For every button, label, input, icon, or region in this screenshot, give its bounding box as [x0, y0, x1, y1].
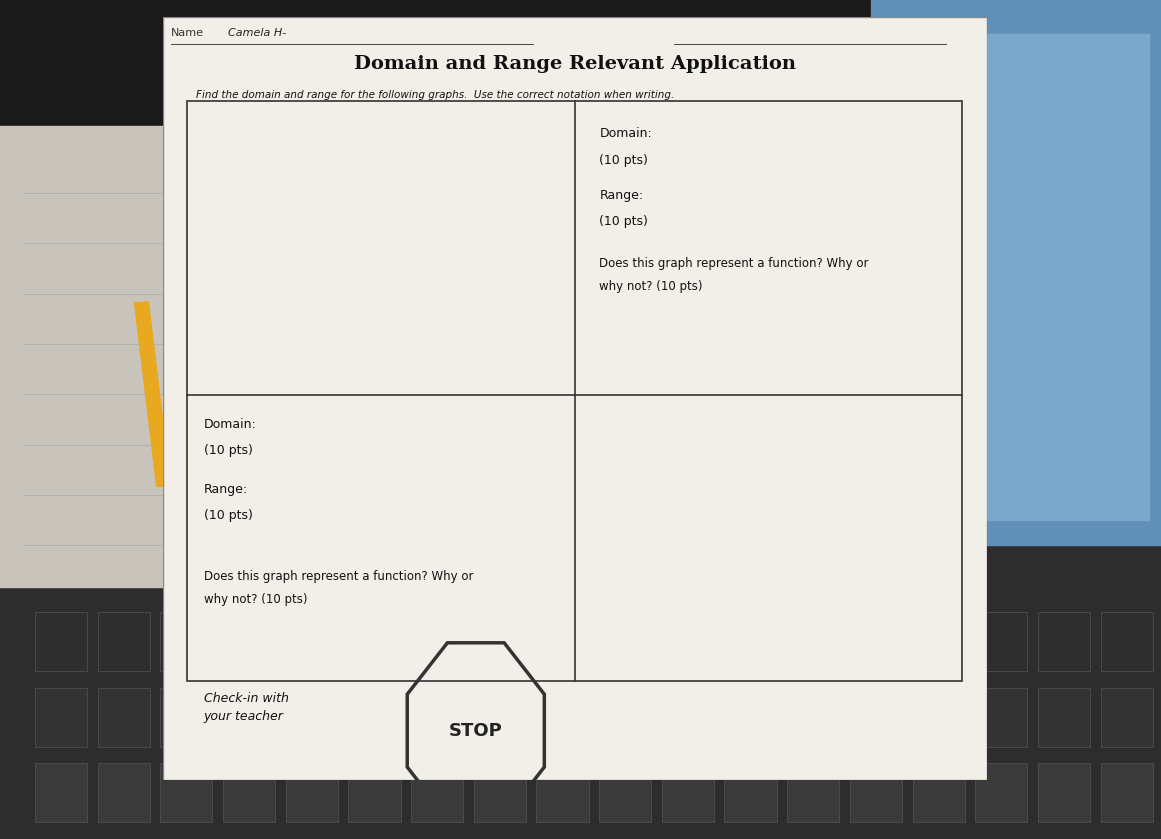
Bar — [474, 612, 526, 671]
Bar — [850, 612, 902, 671]
Bar — [411, 688, 463, 747]
Bar — [975, 612, 1027, 671]
Text: why not? (10 pts): why not? (10 pts) — [204, 593, 308, 607]
Bar — [348, 763, 401, 822]
Text: Does this graph represent a function? Why or: Does this graph represent a function? Wh… — [204, 571, 474, 583]
Bar — [894, 34, 1149, 520]
Bar — [411, 763, 463, 822]
Text: Does this graph represent a function? Why or: Does this graph represent a function? Wh… — [599, 258, 868, 270]
Bar — [1101, 688, 1153, 747]
Bar — [98, 612, 150, 671]
Bar — [98, 763, 150, 822]
Point — [867, 563, 886, 576]
Bar — [474, 688, 526, 747]
Bar — [0, 461, 1161, 839]
Bar — [0, 0, 1161, 461]
Bar — [787, 612, 839, 671]
Bar — [662, 612, 714, 671]
Bar — [599, 688, 651, 747]
Bar — [599, 763, 651, 822]
Bar — [187, 101, 962, 681]
Bar — [1038, 688, 1090, 747]
Text: Range:: Range: — [599, 189, 643, 201]
Text: STOP: STOP — [449, 722, 503, 740]
Bar — [1101, 612, 1153, 671]
Bar — [913, 763, 965, 822]
Bar — [536, 763, 589, 822]
Point — [727, 470, 745, 483]
Bar — [787, 688, 839, 747]
Bar — [1101, 763, 1153, 822]
Bar — [536, 612, 589, 671]
Bar — [975, 688, 1027, 747]
Bar — [286, 688, 338, 747]
Text: Check-in with
your teacher: Check-in with your teacher — [204, 692, 289, 723]
Text: (10 pts): (10 pts) — [204, 445, 253, 457]
Bar — [474, 763, 526, 822]
Bar — [411, 612, 463, 671]
Bar — [98, 688, 150, 747]
Text: Range:: Range: — [204, 482, 248, 496]
Bar — [787, 763, 839, 822]
Text: Camela H-: Camela H- — [229, 29, 287, 38]
Bar — [975, 763, 1027, 822]
Bar — [223, 612, 275, 671]
Bar — [536, 688, 589, 747]
Bar — [286, 612, 338, 671]
Bar — [913, 688, 965, 747]
Text: Name: Name — [171, 29, 204, 38]
Bar — [348, 612, 401, 671]
Bar — [662, 688, 714, 747]
Point — [798, 539, 816, 553]
Point — [741, 597, 759, 611]
Bar — [35, 612, 87, 671]
Bar — [286, 763, 338, 822]
Bar — [35, 763, 87, 822]
Bar — [223, 688, 275, 747]
Bar — [1038, 612, 1090, 671]
Text: Domain and Range Relevant Application: Domain and Range Relevant Application — [354, 55, 795, 73]
Bar — [1038, 763, 1090, 822]
Bar — [160, 612, 212, 671]
Bar — [135, 302, 171, 487]
Bar — [724, 763, 777, 822]
Point — [812, 517, 830, 530]
Bar — [223, 763, 275, 822]
Text: Domain:: Domain: — [599, 128, 652, 140]
Bar — [599, 612, 651, 671]
Bar — [0, 126, 209, 587]
Text: (10 pts): (10 pts) — [204, 509, 253, 522]
Bar — [662, 763, 714, 822]
Text: Domain:: Domain: — [204, 418, 257, 430]
Bar — [348, 688, 401, 747]
Bar — [871, 0, 1161, 545]
Bar — [35, 688, 87, 747]
Bar — [724, 688, 777, 747]
Bar — [850, 688, 902, 747]
Bar — [724, 612, 777, 671]
Bar — [160, 688, 212, 747]
Bar — [850, 763, 902, 822]
Text: Find the domain and range for the following graphs.  Use the correct notation wh: Find the domain and range for the follow… — [195, 90, 673, 100]
Text: (10 pts): (10 pts) — [599, 154, 648, 167]
Text: why not? (10 pts): why not? (10 pts) — [599, 280, 702, 293]
Bar — [913, 612, 965, 671]
Bar — [160, 763, 212, 822]
Point — [839, 459, 858, 472]
Text: (10 pts): (10 pts) — [599, 216, 648, 228]
